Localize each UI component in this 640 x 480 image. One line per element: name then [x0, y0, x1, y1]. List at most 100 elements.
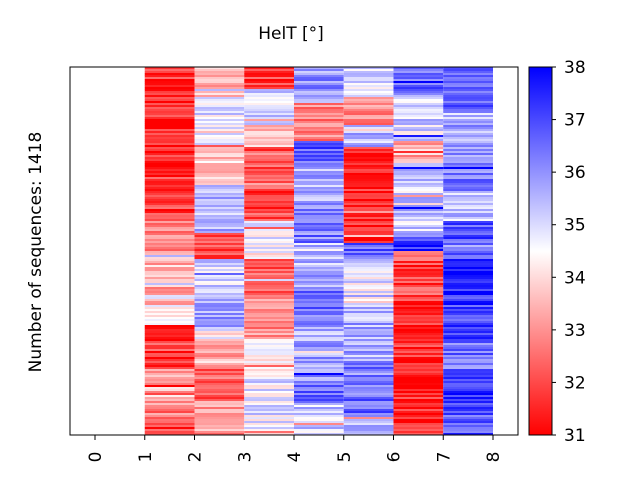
heatmap-cell	[393, 227, 444, 230]
heatmap-cell	[194, 343, 245, 346]
heatmap-cell	[194, 379, 245, 382]
heatmap-cell	[144, 183, 195, 186]
heatmap-cell	[144, 91, 195, 94]
heatmap-cell	[443, 401, 493, 404]
heatmap-cell	[194, 209, 245, 212]
heatmap-cell	[144, 429, 195, 432]
heatmap-cell	[343, 317, 394, 320]
heatmap-cell	[393, 245, 444, 248]
heatmap-cell	[194, 177, 245, 180]
heatmap-cell	[343, 271, 394, 274]
heatmap-cell	[194, 377, 245, 380]
heatmap-cell	[244, 155, 294, 158]
heatmap-cell	[343, 131, 394, 134]
heatmap-cell	[393, 209, 444, 212]
heatmap-cell	[443, 299, 493, 302]
heatmap-cell	[343, 213, 394, 216]
heatmap-cell	[244, 407, 294, 410]
heatmap-cell	[343, 367, 394, 370]
heatmap-cell	[194, 325, 245, 328]
heatmap-cell	[393, 297, 444, 300]
heatmap-cell	[343, 195, 394, 198]
heatmap-cell	[194, 105, 245, 108]
heatmap-cell	[343, 347, 394, 350]
heatmap-cell	[343, 419, 394, 422]
heatmap-cell	[144, 289, 195, 292]
heatmap-cell	[144, 405, 195, 408]
heatmap-cell	[244, 311, 294, 314]
heatmap-cell	[343, 373, 394, 376]
heatmap-cell	[244, 421, 294, 424]
heatmap-cell	[244, 171, 294, 174]
heatmap-cell	[294, 83, 344, 86]
heatmap-cell	[393, 167, 444, 170]
heatmap-cell	[343, 145, 394, 148]
heatmap-cell	[393, 81, 444, 84]
heatmap-cell	[443, 309, 493, 312]
x-tick-label: 4	[285, 452, 305, 463]
heatmap-cell	[144, 153, 195, 156]
heatmap-cell	[343, 343, 394, 346]
heatmap-cell	[393, 175, 444, 178]
heatmap-cell	[194, 157, 245, 160]
heatmap-cell	[343, 247, 394, 250]
heatmap-cell	[443, 399, 493, 402]
heatmap-cell	[443, 217, 493, 220]
heatmap-cell	[393, 137, 444, 140]
heatmap-cell	[343, 225, 394, 228]
heatmap-cell	[294, 383, 344, 386]
heatmap-cell	[144, 247, 195, 250]
heatmap-cell	[194, 185, 245, 188]
x-tick-label: 3	[235, 452, 255, 463]
heatmap-cell	[194, 159, 245, 162]
heatmap-cell	[343, 323, 394, 326]
heatmap-column-6	[393, 67, 444, 436]
heatmap-cell	[343, 395, 394, 398]
heatmap-cell	[393, 111, 444, 114]
heatmap-cell	[443, 367, 493, 370]
heatmap-cell	[443, 391, 493, 394]
heatmap-cell	[244, 213, 294, 216]
heatmap-cell	[343, 259, 394, 262]
heatmap-cell	[443, 365, 493, 368]
heatmap-cell	[244, 121, 294, 124]
heatmap-cell	[443, 67, 493, 70]
heatmap-cell	[194, 395, 245, 398]
heatmap-cell	[244, 279, 294, 282]
heatmap-cell	[443, 419, 493, 422]
heatmap-cell	[443, 387, 493, 390]
heatmap-cell	[393, 223, 444, 226]
heatmap-cell	[443, 371, 493, 374]
heatmap-cell	[443, 211, 493, 214]
heatmap-cell	[393, 211, 444, 214]
heatmap-cell	[393, 283, 444, 286]
heatmap-cell	[343, 147, 394, 150]
heatmap-cell	[294, 229, 344, 232]
heatmap-cell	[393, 75, 444, 78]
heatmap-cell	[343, 383, 394, 386]
heatmap-cell	[343, 175, 394, 178]
heatmap-cell	[194, 409, 245, 412]
heatmap-cell	[443, 77, 493, 80]
heatmap-cell	[244, 201, 294, 204]
heatmap-cell	[393, 345, 444, 348]
heatmap-cell	[194, 187, 245, 190]
heatmap-cell	[244, 131, 294, 134]
heatmap-cell	[443, 197, 493, 200]
heatmap-cell	[144, 211, 195, 214]
heatmap-cell	[343, 129, 394, 132]
heatmap-cell	[443, 225, 493, 228]
heatmap-column-2	[194, 67, 245, 436]
heatmap-cell	[343, 161, 394, 164]
heatmap-cell	[194, 319, 245, 322]
heatmap-cell	[343, 67, 394, 70]
heatmap-cell	[443, 199, 493, 202]
heatmap-cell	[144, 205, 195, 208]
heatmap-cell	[294, 377, 344, 380]
heatmap-cell	[194, 321, 245, 324]
heatmap-cell	[194, 431, 245, 434]
heatmap-cell	[393, 221, 444, 224]
heatmap-cell	[343, 85, 394, 88]
heatmap-cell	[343, 407, 394, 410]
heatmap-cell	[294, 361, 344, 364]
